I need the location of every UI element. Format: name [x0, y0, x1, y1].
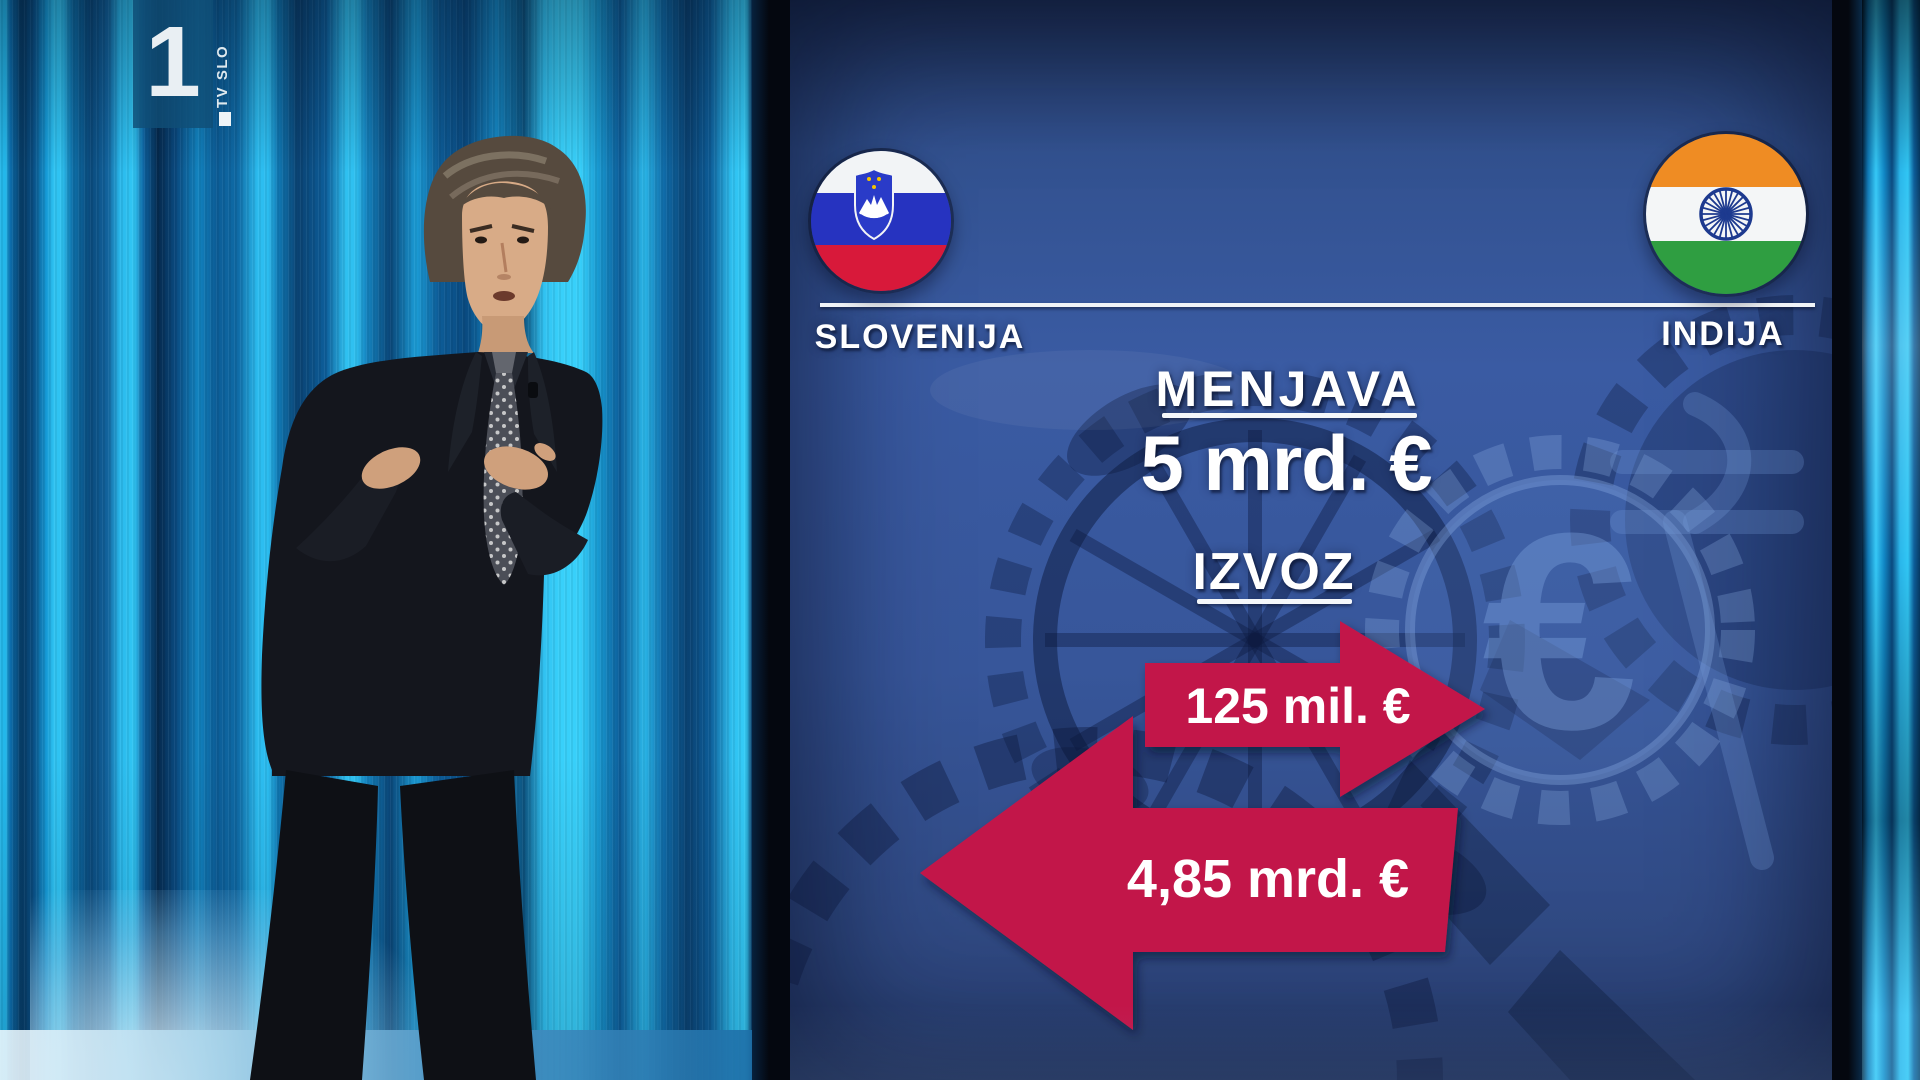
- left-country-label: SLOVENIJA: [814, 318, 1026, 356]
- panel-right-edge: [1832, 0, 1862, 1080]
- export-title-underline: [1197, 599, 1352, 604]
- india-flag: [1643, 131, 1809, 297]
- exchange-title: MENJAVA: [1155, 361, 1421, 417]
- export-value-to-right: 125 mil. €: [1185, 678, 1410, 734]
- euro-gear-watermark: €: [1365, 435, 1755, 825]
- channel-logo-square: [219, 112, 231, 126]
- slovenia-flag: [808, 148, 954, 294]
- export-arrow-left: [920, 716, 1458, 1030]
- svg-text:€: €: [1482, 476, 1638, 788]
- exchange-title-underline: [1162, 413, 1417, 418]
- rupee-watermark: [1610, 392, 1804, 870]
- right-wall-glow: [1862, 0, 1920, 1080]
- channel-number: 1: [145, 6, 201, 118]
- exchange-value: 5 mrd. €: [1140, 419, 1432, 507]
- export-value-to-left: 4,85 mrd. €: [1127, 849, 1409, 909]
- panel-left-edge: [752, 0, 790, 1080]
- studio-floor: [0, 1030, 752, 1080]
- panel-reflection: [790, 1005, 1832, 1080]
- right-country-label: INDIJA: [1661, 315, 1785, 353]
- export-arrow-right: [1145, 621, 1485, 797]
- channel-name-label: TV SLO: [214, 44, 231, 108]
- slovenia-coat-of-arms: [854, 167, 894, 241]
- infographic-panel: € 125 mil. € 4,85 mrd. €: [790, 0, 1832, 1080]
- header-separator-line: [820, 303, 1815, 307]
- panel-art: € 125 mil. € 4,85 mrd. €: [790, 295, 1832, 1080]
- channel-logo: 1: [133, 0, 213, 128]
- export-title: IZVOZ: [1192, 543, 1356, 601]
- ashoka-chakra-icon: [1699, 187, 1753, 241]
